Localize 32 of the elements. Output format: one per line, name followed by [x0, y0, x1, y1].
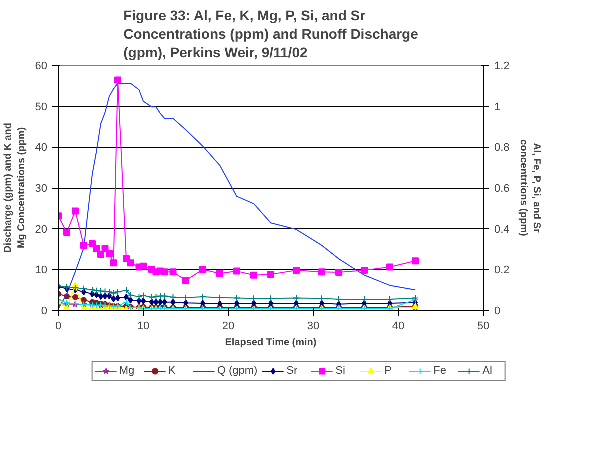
y-tick-label: 10: [35, 264, 48, 277]
legend-label: Fe: [434, 364, 448, 378]
legend-label: P: [384, 364, 394, 378]
x-axis-title: Elapsed Time (min): [225, 338, 317, 348]
y-tick-label: 50: [35, 101, 48, 114]
chart-title: Figure 33: Al, Fe, K, Mg, P, Si, and Sr Concentrations (ppm) and Runoff Discharge (gpm), Perkins Weir, 9/11/02: [124, 8, 419, 60]
y2-tick-label: 0.8: [494, 142, 510, 154]
y2-tick-label: 0.2: [494, 264, 510, 277]
legend-label: Mg: [119, 364, 136, 378]
x-tick-label: 30: [307, 320, 320, 332]
y-tick-label: 20: [35, 224, 48, 236]
y-tick-label: 60: [35, 60, 48, 72]
legend-label: Al: [482, 364, 494, 378]
y-axis-title: Discharge (gpm) and K and Mg Concentrations (ppm): [3, 122, 28, 254]
x-tick-label: 10: [137, 320, 150, 332]
y-tick-label: 40: [35, 142, 48, 154]
y2-tick-label: 0.4: [494, 224, 510, 236]
x-tick-label: 50: [477, 320, 490, 332]
y-tick-label: 30: [35, 183, 48, 195]
x-tick-label: 0: [55, 320, 62, 332]
legend-label: Q (gpm): [217, 364, 258, 378]
x-tick-label: 20: [222, 320, 235, 332]
x-tick-label: 40: [392, 320, 405, 332]
y2-tick-label: 1.2: [494, 60, 510, 72]
legend-label: Si: [336, 364, 346, 378]
legend-label: Sr: [286, 364, 299, 378]
legend-label: K: [168, 364, 177, 378]
y2-axis-title: Al, Fe, P, Si, and Sr concentrtions (ppm): [518, 140, 542, 236]
y2-tick-label: 0: [494, 306, 501, 318]
y2-tick-label: 0.6: [494, 183, 510, 195]
y-tick-label: 0: [41, 306, 48, 318]
y2-tick-label: 1: [494, 101, 501, 114]
